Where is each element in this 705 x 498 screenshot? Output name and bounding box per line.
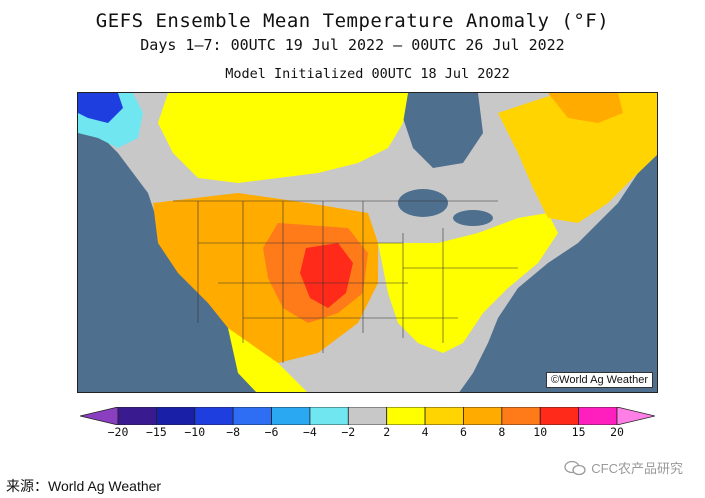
legend-swatch	[539, 407, 580, 425]
anomaly-yellow-northeast	[498, 93, 657, 223]
map-credit: ©World Ag Weather	[546, 372, 653, 388]
anomaly-yellow-mexico	[228, 328, 307, 392]
legend-tick-label: −20	[107, 425, 129, 439]
legend-swatch	[578, 407, 618, 425]
legend-swatch	[155, 407, 196, 425]
legend-arrow-low	[80, 407, 119, 425]
political-boundaries	[173, 200, 518, 363]
legend-tick-label: 8	[498, 425, 506, 439]
watermark: CFC农产品研究	[564, 458, 683, 477]
map-canvas	[78, 93, 657, 392]
legend-swatch	[347, 407, 388, 425]
anomaly-yellow-north	[158, 93, 408, 183]
legend-swatch	[194, 407, 234, 425]
legend-colorbar	[80, 407, 655, 425]
wechat-icon	[564, 460, 586, 476]
legend-tick-label: −4	[302, 425, 317, 439]
legend-tick-label: −15	[145, 425, 167, 439]
legend-swatch	[501, 407, 541, 425]
legend-tick-label: −8	[226, 425, 241, 439]
legend-swatch	[271, 407, 311, 425]
legend-tick-label: −10	[184, 425, 206, 439]
color-legend: −20 −15 −10 −8 −6 −4 −2 2 4 6 8 10 15 20	[80, 407, 655, 447]
map-subtitle: Days 1–7: 00UTC 19 Jul 2022 — 00UTC 26 J…	[140, 36, 565, 54]
map-title: GEFS Ensemble Mean Temperature Anomaly (…	[95, 10, 610, 32]
anomaly-darkblue-northwest	[78, 93, 123, 123]
model-initialized-label: Model Initialized 00UTC 18 Jul 2022	[225, 66, 510, 82]
great-lakes	[398, 189, 448, 217]
legend-tick-label: 6	[459, 425, 467, 439]
great-lakes-east	[453, 210, 493, 226]
source-caption: 来源：World Ag Weather	[6, 478, 162, 494]
legend-swatch	[424, 407, 464, 425]
watermark-text: CFC农产品研究	[591, 461, 683, 476]
anomaly-orange-labrador	[548, 93, 623, 123]
temperature-anomaly-map: ©World Ag Weather	[77, 92, 658, 393]
legend-tick-label: 2	[383, 425, 391, 439]
legend-tick-label: −6	[264, 425, 279, 439]
legend-swatch	[309, 407, 349, 425]
legend-tick-label: 4	[421, 425, 429, 439]
legend-swatch	[463, 407, 503, 425]
legend-tick-label: 15	[571, 425, 586, 439]
anomaly-red-core	[300, 243, 353, 308]
legend-tick-label: 20	[610, 425, 624, 439]
legend-swatch	[232, 407, 272, 425]
legend-tick-label: 10	[533, 425, 548, 439]
legend-tick-label: −2	[341, 425, 356, 439]
legend-swatch	[117, 407, 157, 425]
legend-arrow-high	[616, 407, 655, 425]
legend-swatch	[386, 407, 426, 425]
hudson-bay	[403, 93, 483, 168]
